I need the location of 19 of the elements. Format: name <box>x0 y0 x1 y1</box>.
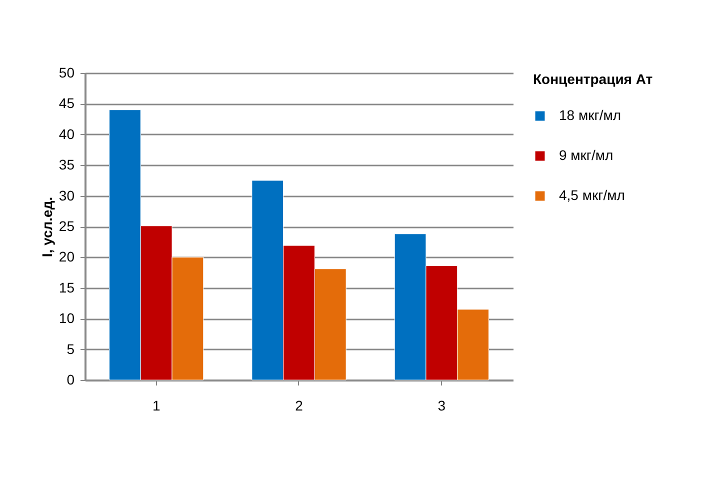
y-tick-label: 25 <box>58 218 75 234</box>
legend-label: 9 мкг/мл <box>559 147 614 163</box>
y-tick-label: 40 <box>58 126 75 142</box>
y-tick-label: 45 <box>58 95 75 112</box>
x-tick-label: 1 <box>152 398 160 414</box>
y-tick-label: 0 <box>66 372 75 388</box>
legend-label: 4,5 мкг/мл <box>559 187 625 203</box>
x-tick-label: 3 <box>438 398 446 414</box>
y-tick-label: 35 <box>58 156 75 173</box>
y-axis-title: I, усл.ед. <box>38 196 55 258</box>
legend-title: Концентрация Ат <box>533 71 653 87</box>
y-tick-label: 5 <box>66 340 75 357</box>
y-tick-label: 10 <box>58 310 75 326</box>
legend-label: 18 мкг/мл <box>559 107 622 123</box>
y-tick-label: 20 <box>58 248 75 265</box>
x-tick-label: 2 <box>295 398 304 414</box>
y-tick-label: 30 <box>58 187 75 204</box>
y-tick-label: 15 <box>58 279 75 296</box>
y-tick-label: 50 <box>58 64 75 80</box>
